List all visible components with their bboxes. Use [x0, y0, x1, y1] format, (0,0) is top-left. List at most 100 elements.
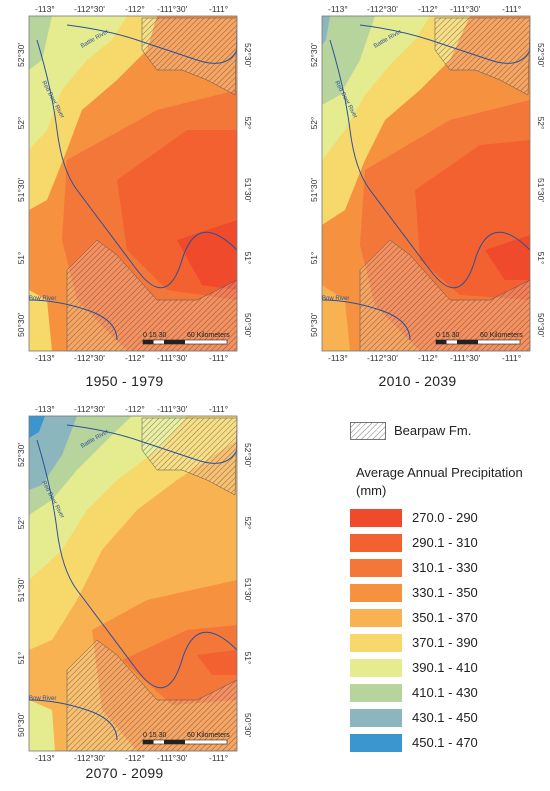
legend-class-row: 370.1 - 390	[350, 634, 540, 652]
scale-numbers: 0 15 30	[143, 732, 166, 739]
bottom-tick: -112°30'	[367, 353, 398, 363]
left-tick: 50°30'	[16, 713, 26, 737]
legend-class-label: 270.0 - 290	[412, 510, 478, 525]
legend-class-row: 290.1 - 310	[350, 534, 540, 552]
top-tick: -111°	[502, 4, 521, 14]
top-tick: -112°	[125, 4, 145, 14]
map-area	[321, 15, 531, 352]
top-tick: -111°	[209, 404, 228, 414]
right-tick: 51°30'	[536, 178, 546, 202]
right-axis: 52°30' 52° 51°30' 51° 50°30'	[243, 43, 253, 337]
scale-end-label: 60 Kilometers	[187, 332, 230, 339]
right-tick: 51°	[243, 252, 253, 265]
bearpaw-hatch-swatch	[350, 422, 386, 440]
legend-swatch	[350, 609, 402, 627]
left-tick: 52°	[309, 117, 319, 130]
top-tick: -111°	[209, 4, 228, 14]
legend-swatch	[350, 684, 402, 702]
bearpaw-label: Bearpaw Fm.	[394, 423, 472, 438]
top-tick: -112°30'	[74, 4, 105, 14]
top-tick: -111°30'	[157, 4, 188, 14]
right-tick: 50°30'	[536, 313, 546, 337]
right-axis: 52°30' 52° 51°30' 51° 50°30'	[243, 443, 253, 737]
legend-swatch	[350, 709, 402, 727]
top-axis: -113° -112°30' -112° -111°30' -111°	[35, 404, 228, 414]
left-tick: 51°	[309, 252, 319, 265]
legend-class-row: 310.1 - 330	[350, 559, 540, 577]
legend-class-label: 410.1 - 430	[412, 685, 478, 700]
top-tick: -113°	[35, 4, 55, 14]
scale-bar: 0 15 30 60 Kilometers	[142, 332, 230, 345]
top-tick: -112°	[418, 4, 438, 14]
legend-swatch	[350, 559, 402, 577]
legend-class-row: 330.1 - 350	[350, 584, 540, 602]
top-tick: -113°	[35, 404, 55, 414]
bottom-tick: -111°30'	[157, 353, 188, 363]
bottom-axis: -113° -112°30' -112° -111°30' -111°	[35, 753, 228, 763]
left-tick: 52°30'	[16, 43, 26, 67]
right-tick: 52°30'	[243, 443, 253, 467]
legend-title: Average Annual Precipitation (mm)	[356, 465, 523, 498]
right-tick: 52°30'	[243, 43, 253, 67]
bottom-tick: -113°	[35, 753, 55, 763]
right-tick: 52°30'	[536, 43, 546, 67]
map-panel-2010-2039: Battle River Red Deer River Bow River -1…	[300, 0, 546, 389]
left-tick: 51°	[16, 652, 26, 665]
right-axis: 52°30' 52° 51°30' 51° 50°30'	[536, 43, 546, 337]
bottom-tick: -113°	[35, 353, 55, 363]
left-axis: 52°30' 52° 51°30' 51° 50°30'	[16, 443, 26, 737]
river-label-bow: Bow River	[29, 696, 56, 702]
legend-class-row: 350.1 - 370	[350, 609, 540, 627]
legend-swatch	[350, 534, 402, 552]
right-tick: 51°30'	[243, 578, 253, 602]
legend-swatch	[350, 734, 402, 752]
top-tick: -111°30'	[450, 4, 481, 14]
bottom-axis: -113° -112°30' -112° -111°30' -111°	[35, 353, 228, 363]
legend-swatch	[350, 659, 402, 677]
right-tick: 52°	[536, 117, 546, 130]
left-axis: 52°30' 52° 51°30' 51° 50°30'	[16, 43, 26, 337]
legend-class-row: 410.1 - 430	[350, 684, 540, 702]
bottom-tick: -112°30'	[74, 753, 105, 763]
scale-numbers: 0 15 30	[436, 332, 459, 339]
bottom-tick: -112°	[125, 753, 145, 763]
map-svg: Battle River Red Deer River Bow River -1…	[16, 404, 253, 763]
right-tick: 51°30'	[243, 178, 253, 202]
scale-end-label: 60 Kilometers	[187, 732, 230, 739]
map-panel-2070-2099: Battle River Red Deer River Bow River -1…	[7, 400, 253, 781]
bottom-tick: -111°30'	[157, 753, 188, 763]
period-caption: 2010 - 2039	[378, 373, 457, 389]
left-tick: 52°	[16, 517, 26, 530]
scale-bar: 0 15 30 60 Kilometers	[435, 332, 523, 345]
map-area	[28, 15, 238, 352]
map-svg: Battle River Red Deer River Bow River -1…	[309, 4, 546, 363]
map-area	[28, 415, 238, 752]
top-tick: -112°30'	[367, 4, 398, 14]
left-tick: 52°	[16, 117, 26, 130]
bottom-axis: -113° -112°30' -112° -111°30' -111°	[328, 353, 521, 363]
legend-class-row: 390.1 - 410	[350, 659, 540, 677]
bottom-tick: -111°	[209, 353, 228, 363]
legend-class-label: 450.1 - 470	[412, 735, 478, 750]
legend-class-label: 310.1 - 330	[412, 560, 478, 575]
bottom-tick: -112°30'	[74, 353, 105, 363]
top-tick: -112°	[125, 404, 145, 414]
map-svg: Battle River Red Deer River Bow River -1…	[16, 4, 253, 363]
top-tick: -111°30'	[157, 404, 188, 414]
legend-class-label: 290.1 - 310	[412, 535, 478, 550]
top-axis: -113° -112°30' -112° -111°30' -111°	[328, 4, 521, 14]
right-tick: 52°	[243, 117, 253, 130]
legend-class-row: 450.1 - 470	[350, 734, 540, 752]
legend-class-label: 390.1 - 410	[412, 660, 478, 675]
right-tick: 51°	[536, 252, 546, 265]
legend-swatch	[350, 634, 402, 652]
map-panel-1950-1979: Battle River Red Deer River Bow River -1…	[7, 0, 253, 389]
bottom-tick: -111°30'	[450, 353, 481, 363]
left-axis: 52°30' 52° 51°30' 51° 50°30'	[309, 43, 319, 337]
scale-numbers: 0 15 30	[143, 332, 166, 339]
legend-class-row: 430.1 - 450	[350, 709, 540, 727]
left-tick: 51°30'	[16, 578, 26, 602]
left-tick: 51°30'	[16, 178, 26, 202]
period-caption: 1950 - 1979	[85, 373, 164, 389]
bottom-tick: -113°	[328, 353, 348, 363]
